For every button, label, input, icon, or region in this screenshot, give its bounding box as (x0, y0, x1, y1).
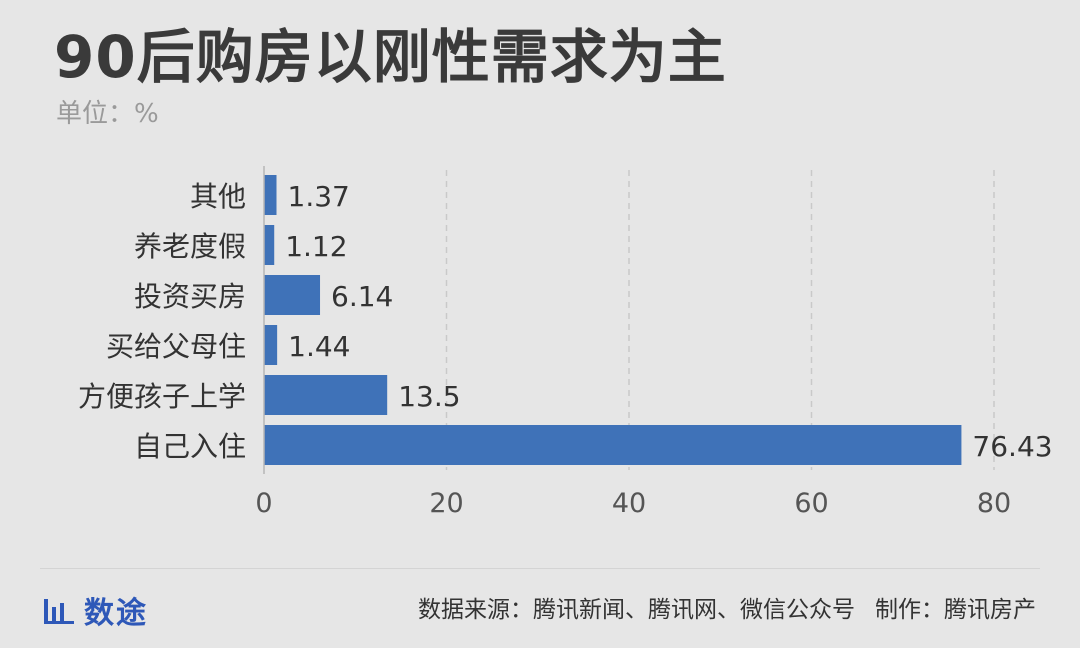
unit-label: 单位：% (56, 99, 159, 129)
value-label: 6.14 (331, 280, 393, 313)
category-label: 养老度假 (134, 230, 246, 263)
bar (264, 425, 962, 465)
bar (264, 175, 277, 215)
bar (264, 275, 321, 315)
category-label: 自己入住 (134, 430, 246, 463)
bar (264, 325, 278, 365)
chart-title: 90后购房以刚性需求为主 (54, 23, 727, 91)
category-label: 投资买房 (134, 280, 246, 313)
producer-credit: 制作：腾讯房产 (875, 597, 1036, 623)
data-source: 数据来源：腾讯新闻、腾讯网、微信公众号 (418, 597, 855, 623)
x-tick-label: 0 (255, 488, 272, 519)
value-label: 1.37 (288, 180, 350, 213)
brand-name: 数途 (84, 596, 148, 631)
bar-chart-icon (44, 599, 74, 624)
value-label: 1.44 (288, 330, 350, 363)
value-label: 76.43 (972, 430, 1052, 463)
value-label: 13.5 (398, 380, 460, 413)
bar (264, 225, 275, 265)
value-label: 1.12 (285, 230, 347, 263)
category-label: 其他 (190, 180, 246, 213)
x-tick-label: 20 (429, 488, 463, 519)
bar (264, 375, 388, 415)
x-tick-label: 40 (612, 488, 646, 519)
x-tick-label: 80 (977, 488, 1011, 519)
brand-logo: 数途 (42, 588, 148, 632)
source-note: 数据来源：腾讯新闻、腾讯网、微信公众号 制作：腾讯房产 (418, 590, 1036, 624)
bar-chart: 0 20 40 60 80 其他 1.37 养老度假 1.12 投资买房 6.14 买给父母住 1.44… (78, 166, 1053, 519)
category-label: 方便孩子上学 (78, 380, 246, 413)
x-tick-label: 60 (794, 488, 828, 519)
category-label: 买给父母住 (106, 330, 246, 363)
footer-divider (40, 568, 1040, 569)
